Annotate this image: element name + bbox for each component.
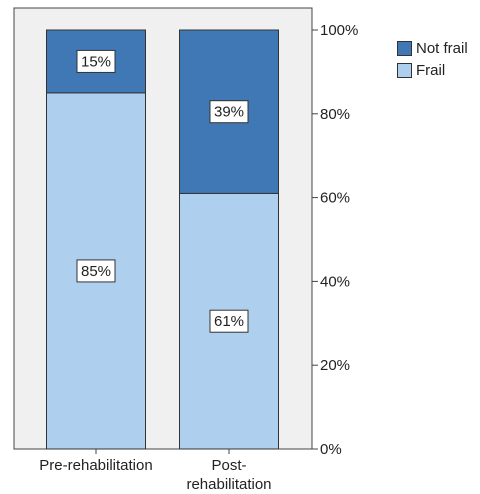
data-label-frail-post-rehabilitation: 61%: [214, 313, 244, 330]
data-label-not-frail-post-rehabilitation: 39%: [214, 104, 244, 121]
data-label-not-frail-pre-rehabilitation: 15%: [81, 53, 111, 70]
y-tick-label-40: 40%: [320, 273, 350, 290]
y-tick-label-80: 80%: [320, 106, 350, 123]
legend-label-frail: Frail: [416, 61, 446, 79]
x-axis: Pre-rehabilitation Post-rehabilitation: [39, 449, 272, 493]
data-labels-group: 85% 15% 61% 39%: [76, 49, 249, 333]
legend-swatch-frail: [397, 62, 412, 78]
x-tick-label-post-rehabilitation: Post-rehabilitation: [186, 457, 271, 493]
data-label-box-not-frail-post-rehabilitation: [209, 100, 249, 124]
legend-swatch-not-frail: [397, 40, 412, 56]
y-axis: 0% 20% 40% 60% 80% 100%: [311, 8, 358, 458]
y-tick-label-100: 100%: [320, 22, 358, 39]
legend: Not frail Frail: [397, 37, 468, 81]
data-label-frail-pre-rehabilitation: 85%: [81, 263, 111, 280]
legend-label-not-frail: Not frail: [416, 39, 468, 57]
y-tick-label-0: 0%: [320, 441, 342, 458]
x-tick-label-pre-rehabilitation: Pre-rehabilitation: [39, 457, 152, 474]
y-tick-label-60: 60%: [320, 190, 350, 207]
y-tick-label-20: 20%: [320, 357, 350, 374]
data-label-box-frail-pre-rehabilitation: [76, 259, 116, 283]
data-label-box-frail-post-rehabilitation: [209, 309, 249, 333]
legend-item-frail: Frail: [397, 59, 468, 81]
bars-group: [46, 29, 279, 450]
data-label-box-not-frail-pre-rehabilitation: [76, 49, 116, 73]
legend-item-not-frail: Not frail: [397, 37, 468, 59]
